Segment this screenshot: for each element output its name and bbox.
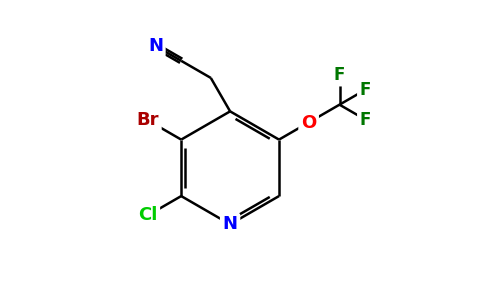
Text: O: O (301, 113, 316, 131)
Text: F: F (360, 110, 371, 128)
Text: F: F (360, 81, 371, 99)
Text: Br: Br (136, 111, 159, 129)
Text: F: F (334, 66, 345, 84)
Text: N: N (223, 215, 238, 233)
Text: N: N (148, 37, 163, 55)
Text: Cl: Cl (138, 206, 157, 224)
